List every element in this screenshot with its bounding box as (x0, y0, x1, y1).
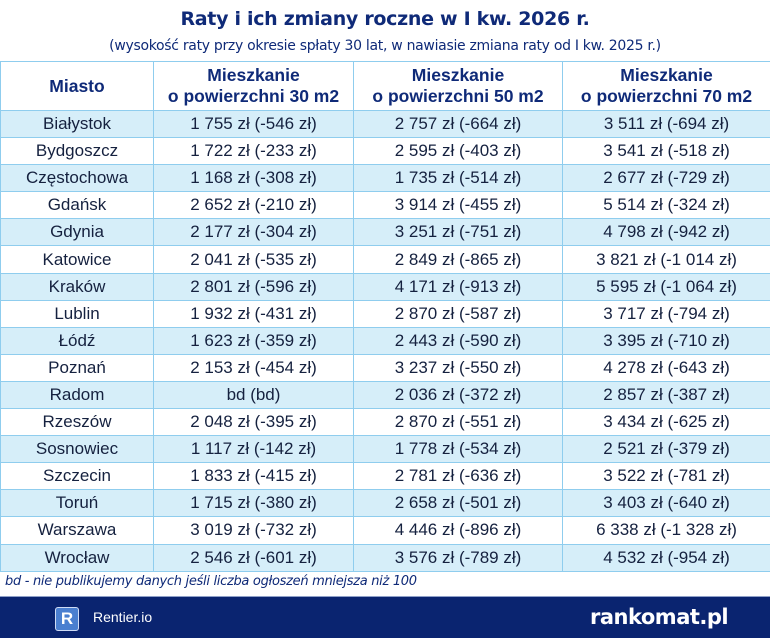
rate-cell: 3 914 zł (-455 zł) (353, 191, 563, 220)
table-row: Toruń 1 715 zł (-380 zł) 2 658 zł (-501 zł… (0, 489, 770, 518)
rates-table: Miasto Mieszkanie o powierzchni 30 m2 Mies… (0, 61, 770, 572)
rate-cell: 4 798 zł (-942 zł) (562, 218, 770, 247)
rate-cell: 2 036 zł (-372 zł) (353, 380, 563, 410)
city-cell: Łódź (0, 326, 154, 355)
city-cell: Kraków (0, 272, 154, 301)
rate-cell: 2 870 zł (-551 zł) (353, 408, 563, 437)
rate-cell: 3 403 zł (-640 zł) (562, 489, 770, 518)
table-row: Szczecin 1 833 zł (-415 zł) 2 781 zł (-636… (0, 462, 770, 491)
rate-cell: 6 338 zł (-1 328 zł) (562, 516, 770, 545)
rate-cell: 3 717 zł (-794 zł) (562, 299, 770, 328)
rate-cell: 2 757 zł (-664 zł) (353, 109, 563, 139)
rate-cell: 4 171 zł (-913 zł) (353, 272, 563, 301)
city-cell: Gdynia (0, 218, 154, 247)
rate-cell: 4 278 zł (-643 zł) (562, 353, 770, 382)
rate-cell: 3 434 zł (-625 zł) (562, 408, 770, 437)
rate-cell: 1 755 zł (-546 zł) (153, 109, 354, 139)
footnote: bd - nie publikujemy danych jeśli liczba… (5, 574, 417, 589)
city-cell: Poznań (0, 353, 154, 382)
rate-cell: 1 778 zł (-534 zł) (353, 435, 563, 464)
rate-cell: 1 168 zł (-308 zł) (153, 164, 354, 193)
column-header: Mieszkanie o powierzchni 50 m2 (353, 61, 563, 111)
city-cell: Radom (0, 380, 154, 410)
rate-cell: 2 595 zł (-403 zł) (353, 137, 563, 166)
city-cell: Sosnowiec (0, 435, 154, 464)
rate-cell: 2 443 zł (-590 zł) (353, 326, 563, 355)
table-row: Białystok 1 755 zł (-546 zł) 2 757 zł (-66… (0, 109, 770, 139)
rate-cell: bd (bd) (153, 380, 354, 410)
rate-cell: 4 446 zł (-896 zł) (353, 516, 563, 545)
rate-cell: 4 532 zł (-954 zł) (562, 543, 770, 572)
rate-cell: 1 623 zł (-359 zł) (153, 326, 354, 355)
table-row: Lublin 1 932 zł (-431 zł) 2 870 zł (-587 z… (0, 299, 770, 328)
table-row: Rzeszów 2 048 zł (-395 zł) 2 870 zł (-551 … (0, 408, 770, 437)
rate-cell: 2 781 zł (-636 zł) (353, 462, 563, 491)
city-cell: Bydgoszcz (0, 137, 154, 166)
city-cell: Katowice (0, 245, 154, 274)
rate-cell: 5 514 zł (-324 zł) (562, 191, 770, 220)
rate-cell: 1 715 zł (-380 zł) (153, 489, 354, 518)
table-row: Katowice 2 041 zł (-535 zł) 2 849 zł (-865… (0, 245, 770, 274)
rate-cell: 5 595 zł (-1 064 zł) (562, 272, 770, 301)
rate-cell: 3 511 zł (-694 zł) (562, 109, 770, 139)
rate-cell: 3 522 zł (-781 zł) (562, 462, 770, 491)
table-row: Częstochowa 1 168 zł (-308 zł) 1 735 zł (-… (0, 164, 770, 193)
rate-cell: 1 735 zł (-514 zł) (353, 164, 563, 193)
rate-cell: 3 395 zł (-710 zł) (562, 326, 770, 355)
rate-cell: 3 237 zł (-550 zł) (353, 353, 563, 382)
rate-cell: 3 251 zł (-751 zł) (353, 218, 563, 247)
table-row: Sosnowiec 1 117 zł (-142 zł) 1 778 zł (-53… (0, 435, 770, 464)
footer-bar: R Rentier.io rankomat.pl (0, 596, 770, 638)
city-cell: Rzeszów (0, 408, 154, 437)
rate-cell: 2 857 zł (-387 zł) (562, 380, 770, 410)
column-header: Mieszkanie o powierzchni 30 m2 (153, 61, 354, 111)
chart-subtitle: (wysokość raty przy okresie spłaty 30 la… (109, 38, 661, 54)
rate-cell: 2 041 zł (-535 zł) (153, 245, 354, 274)
rate-cell: 2 658 zł (-501 zł) (353, 489, 563, 518)
column-header: Miasto (0, 61, 154, 111)
chart-title: Raty i ich zmiany roczne w I kw. 2026 r. (180, 8, 590, 30)
table-row: Kraków 2 801 zł (-596 zł) 4 171 zł (-913 z… (0, 272, 770, 301)
rate-cell: 3 576 zł (-789 zł) (353, 543, 563, 572)
city-cell: Wrocław (0, 543, 154, 572)
rate-cell: 2 521 zł (-379 zł) (562, 435, 770, 464)
rate-cell: 2 677 zł (-729 zł) (562, 164, 770, 193)
rate-cell: 2 652 zł (-210 zł) (153, 191, 354, 220)
table-row: Radom bd (bd) 2 036 zł (-372 zł) 2 857 zł (… (0, 380, 770, 410)
city-cell: Białystok (0, 109, 154, 139)
rate-cell: 2 048 zł (-395 zł) (153, 408, 354, 437)
table-row: Łódź 1 623 zł (-359 zł) 2 443 zł (-590 zł)… (0, 326, 770, 355)
table-row: Poznań 2 153 zł (-454 zł) 3 237 zł (-550 z… (0, 353, 770, 382)
rate-cell: 3 541 zł (-518 zł) (562, 137, 770, 166)
rentier-logo-icon: R (55, 607, 79, 631)
table-row: Gdańsk 2 652 zł (-210 zł) 3 914 zł (-455 z… (0, 191, 770, 220)
city-cell: Lublin (0, 299, 154, 328)
rate-cell: 2 177 zł (-304 zł) (153, 218, 354, 247)
city-cell: Szczecin (0, 462, 154, 491)
rate-cell: 1 932 zł (-431 zł) (153, 299, 354, 328)
rate-cell: 2 546 zł (-601 zł) (153, 543, 354, 572)
rate-cell: 2 849 zł (-865 zł) (353, 245, 563, 274)
rate-cell: 3 019 zł (-732 zł) (153, 516, 354, 545)
table-row: Gdynia 2 177 zł (-304 zł) 3 251 zł (-751 z… (0, 218, 770, 247)
city-cell: Toruń (0, 489, 154, 518)
rate-cell: 2 801 zł (-596 zł) (153, 272, 354, 301)
rate-cell: 1 833 zł (-415 zł) (153, 462, 354, 491)
table-row: Warszawa 3 019 zł (-732 zł) 4 446 zł (-896… (0, 516, 770, 545)
rate-cell: 1 722 zł (-233 zł) (153, 137, 354, 166)
city-cell: Częstochowa (0, 164, 154, 193)
table-row: Bydgoszcz 1 722 zł (-233 zł) 2 595 zł (-40… (0, 137, 770, 166)
rankomat-logo: rankomat.pl (590, 605, 729, 629)
rate-cell: 1 117 zł (-142 zł) (153, 435, 354, 464)
city-cell: Gdańsk (0, 191, 154, 220)
rate-cell: 2 870 zł (-587 zł) (353, 299, 563, 328)
rate-cell: 3 821 zł (-1 014 zł) (562, 245, 770, 274)
city-cell: Warszawa (0, 516, 154, 545)
rate-cell: 2 153 zł (-454 zł) (153, 353, 354, 382)
table-row: Wrocław 2 546 zł (-601 zł) 3 576 zł (-789 … (0, 543, 770, 572)
column-header: Mieszkanie o powierzchni 70 m2 (562, 61, 770, 111)
rentier-logo-text: Rentier.io (93, 609, 153, 625)
